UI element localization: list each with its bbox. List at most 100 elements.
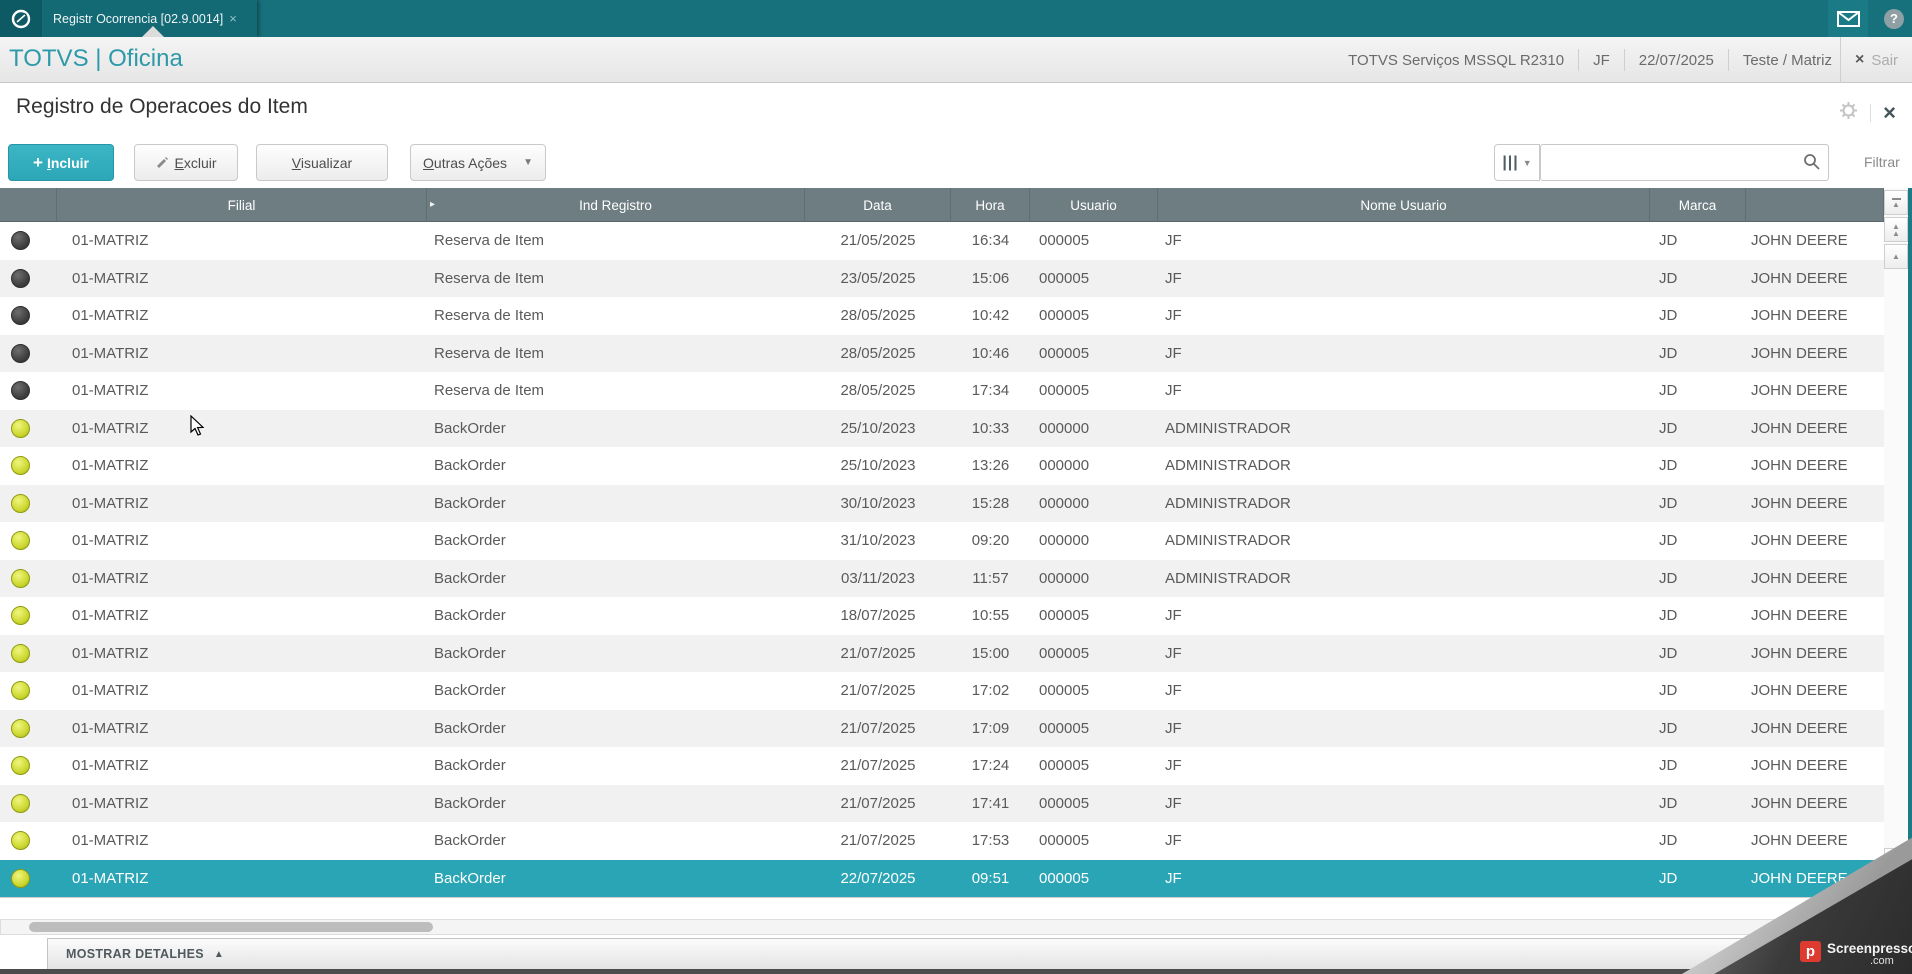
horizontal-scroll-thumb[interactable]	[29, 922, 433, 932]
outras-acoes-button[interactable]: Outras Ações ▼	[410, 144, 546, 181]
cell-ind-registro: BackOrder	[434, 832, 506, 850]
visualizar-button[interactable]: Visualizar	[256, 144, 388, 181]
cell-filial: 01-MATRIZ	[72, 494, 149, 512]
mail-icon[interactable]	[1828, 0, 1868, 37]
cell-hora: 15:06	[971, 269, 1010, 287]
status-dot-icon	[11, 606, 30, 626]
cell-hora: 15:00	[971, 644, 1010, 662]
cell-ind-registro: BackOrder	[434, 757, 506, 775]
panel-close-icon[interactable]: ×	[1883, 100, 1896, 125]
table-row[interactable]: 01-MATRIZ BackOrder 03/11/2023 11:57 000…	[0, 559, 1884, 597]
scroll-up-button[interactable]: ▲	[1884, 244, 1908, 269]
cell-data: 21/07/2025	[840, 757, 916, 775]
column-header-hora[interactable]: Hora	[951, 188, 1030, 222]
grid-bottom-border	[0, 897, 1884, 898]
cell-filial: 01-MATRIZ	[72, 232, 149, 250]
horizontal-scrollbar[interactable]	[0, 919, 1884, 935]
cell-filial: 01-MATRIZ	[72, 644, 149, 662]
cell-ind-registro: BackOrder	[434, 569, 506, 587]
column-header-filial[interactable]: Filial	[57, 188, 427, 222]
app-header: TOTVS | Oficina TOTVS Serviços MSSQL R23…	[0, 37, 1912, 83]
search-input[interactable]	[1549, 149, 1789, 176]
collapse-arrow-icon: ▲	[213, 948, 224, 960]
cell-filial: 01-MATRIZ	[72, 607, 149, 625]
cell-marca: JD	[1659, 794, 1678, 812]
cell-marca-nome: JOHN DEERE	[1751, 794, 1848, 812]
table-row[interactable]: 01-MATRIZ BackOrder 22/07/2025 09:51 000…	[0, 859, 1884, 897]
cell-ind-registro: Reserva de Item	[434, 307, 545, 325]
table-row[interactable]: 01-MATRIZ Reserva de Item 21/05/2025 16:…	[0, 222, 1884, 260]
cell-usuario: 000000	[1039, 532, 1090, 550]
excluir-button[interactable]: Excluir	[134, 144, 238, 181]
watermark-domain: .com	[1870, 955, 1894, 967]
cell-ind-registro: Reserva de Item	[434, 232, 545, 250]
filtrar-link[interactable]: Filtrar	[1864, 154, 1900, 170]
column-chooser-button[interactable]: ||| ▼	[1494, 144, 1540, 181]
settings-gear-icon[interactable]	[1839, 101, 1858, 125]
table-row[interactable]: 01-MATRIZ BackOrder 21/07/2025 17:02 000…	[0, 672, 1884, 710]
table-row[interactable]: 01-MATRIZ Reserva de Item 28/05/2025 17:…	[0, 372, 1884, 410]
cell-filial: 01-MATRIZ	[72, 719, 149, 737]
cell-marca: JD	[1659, 344, 1678, 362]
table-row[interactable]: 01-MATRIZ BackOrder 31/10/2023 09:20 000…	[0, 522, 1884, 560]
cell-filial: 01-MATRIZ	[72, 457, 149, 475]
table-row[interactable]: 01-MATRIZ BackOrder 21/07/2025 17:41 000…	[0, 784, 1884, 822]
column-header-nome-usuario[interactable]: Nome Usuario	[1158, 188, 1650, 222]
cell-nome-usuario: JF	[1165, 307, 1182, 325]
cell-hora: 17:34	[971, 382, 1010, 400]
cell-data: 21/07/2025	[840, 644, 916, 662]
cell-data: 21/07/2025	[840, 832, 916, 850]
table-row[interactable]: 01-MATRIZ Reserva de Item 28/05/2025 10:…	[0, 297, 1884, 335]
column-header-ind-registro[interactable]: ▸ Ind Registro	[427, 188, 805, 222]
table-row[interactable]: 01-MATRIZ Reserva de Item 23/05/2025 15:…	[0, 259, 1884, 297]
cell-hora: 09:51	[971, 869, 1010, 887]
cell-filial: 01-MATRIZ	[72, 269, 149, 287]
column-header-extra[interactable]	[1746, 188, 1884, 222]
status-dot-icon	[11, 793, 30, 813]
table-row[interactable]: 01-MATRIZ BackOrder 21/07/2025 17:09 000…	[0, 709, 1884, 747]
cell-marca: JD	[1659, 532, 1678, 550]
table-row[interactable]: 01-MATRIZ BackOrder 21/07/2025 17:24 000…	[0, 747, 1884, 785]
totvs-circle-icon	[11, 9, 31, 28]
status-dot-icon	[11, 418, 30, 438]
status-dot-icon	[11, 718, 30, 738]
cell-ind-registro: BackOrder	[434, 457, 506, 475]
tab-title: Registr Ocorrencia [02.9.0014]	[53, 11, 224, 26]
table-row[interactable]: 01-MATRIZ Reserva de Item 28/05/2025 10:…	[0, 334, 1884, 372]
cell-marca-nome: JOHN DEERE	[1751, 494, 1848, 512]
cell-usuario: 000005	[1039, 719, 1090, 737]
page-up-button[interactable]: ▲ ▲	[1884, 217, 1908, 242]
incluir-button[interactable]: + Incluir	[8, 144, 114, 181]
cell-marca-nome: JOHN DEERE	[1751, 232, 1848, 250]
column-header-status[interactable]	[0, 188, 57, 222]
cell-nome-usuario: ADMINISTRADOR	[1165, 494, 1291, 512]
cell-data: 28/05/2025	[840, 307, 916, 325]
cell-hora: 10:46	[971, 344, 1010, 362]
table-row[interactable]: 01-MATRIZ BackOrder 25/10/2023 13:26 000…	[0, 447, 1884, 485]
logout-label: Sair	[1871, 51, 1899, 69]
column-header-usuario[interactable]: Usuario	[1030, 188, 1158, 222]
cell-data: 22/07/2025	[840, 869, 916, 887]
cell-data: 30/10/2023	[840, 494, 916, 512]
mostrar-detalhes-bar[interactable]: MOSTRAR DETALHES ▲	[47, 938, 1912, 969]
cell-marca: JD	[1659, 494, 1678, 512]
cell-hora: 17:09	[971, 719, 1010, 737]
tab-close-icon[interactable]: ×	[229, 11, 237, 26]
status-dot-icon	[11, 456, 30, 476]
table-row[interactable]: 01-MATRIZ BackOrder 30/10/2023 15:28 000…	[0, 484, 1884, 522]
scroll-to-top-button[interactable]: ▲	[1884, 190, 1908, 215]
table-row[interactable]: 01-MATRIZ BackOrder 21/07/2025 17:53 000…	[0, 822, 1884, 860]
app-logo[interactable]	[0, 0, 42, 37]
cell-usuario: 000005	[1039, 382, 1090, 400]
status-dot-icon	[11, 231, 30, 251]
table-row[interactable]: 01-MATRIZ BackOrder 25/10/2023 10:33 000…	[0, 409, 1884, 447]
toolbar: + Incluir Excluir Visualizar Outras Açõe…	[0, 144, 1912, 181]
table-row[interactable]: 01-MATRIZ BackOrder 21/07/2025 15:00 000…	[0, 634, 1884, 672]
table-row[interactable]: 01-MATRIZ BackOrder 18/07/2025 10:55 000…	[0, 597, 1884, 635]
search-icon[interactable]	[1803, 153, 1820, 175]
help-icon[interactable]: ?	[1884, 8, 1904, 29]
cell-marca-nome: JOHN DEERE	[1751, 569, 1848, 587]
logout-button[interactable]: × Sair	[1840, 37, 1906, 83]
column-header-data[interactable]: Data	[805, 188, 951, 222]
column-header-marca[interactable]: Marca	[1650, 188, 1746, 222]
